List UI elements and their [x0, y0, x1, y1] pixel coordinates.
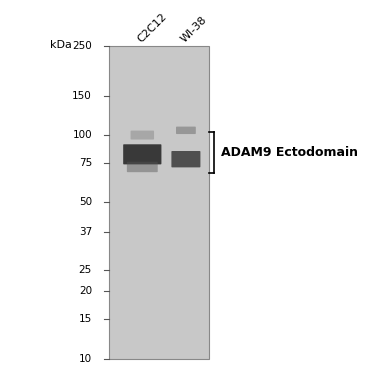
Text: 37: 37: [79, 226, 92, 237]
FancyBboxPatch shape: [123, 144, 161, 164]
FancyBboxPatch shape: [176, 127, 196, 134]
Text: 25: 25: [79, 265, 92, 275]
Text: 150: 150: [72, 91, 92, 101]
Text: WI-38: WI-38: [179, 14, 209, 44]
Text: 15: 15: [79, 314, 92, 324]
Text: C2C12: C2C12: [135, 11, 168, 44]
Text: 20: 20: [79, 286, 92, 296]
Text: 10: 10: [79, 354, 92, 364]
Text: 75: 75: [79, 158, 92, 168]
Text: ADAM9 Ectodomain: ADAM9 Ectodomain: [221, 146, 358, 159]
FancyBboxPatch shape: [127, 162, 158, 172]
Text: 50: 50: [79, 197, 92, 207]
FancyBboxPatch shape: [130, 130, 154, 140]
FancyBboxPatch shape: [171, 151, 200, 167]
Text: 100: 100: [72, 130, 92, 140]
Text: kDa: kDa: [50, 40, 72, 51]
Text: 250: 250: [72, 41, 92, 51]
FancyBboxPatch shape: [109, 46, 209, 359]
